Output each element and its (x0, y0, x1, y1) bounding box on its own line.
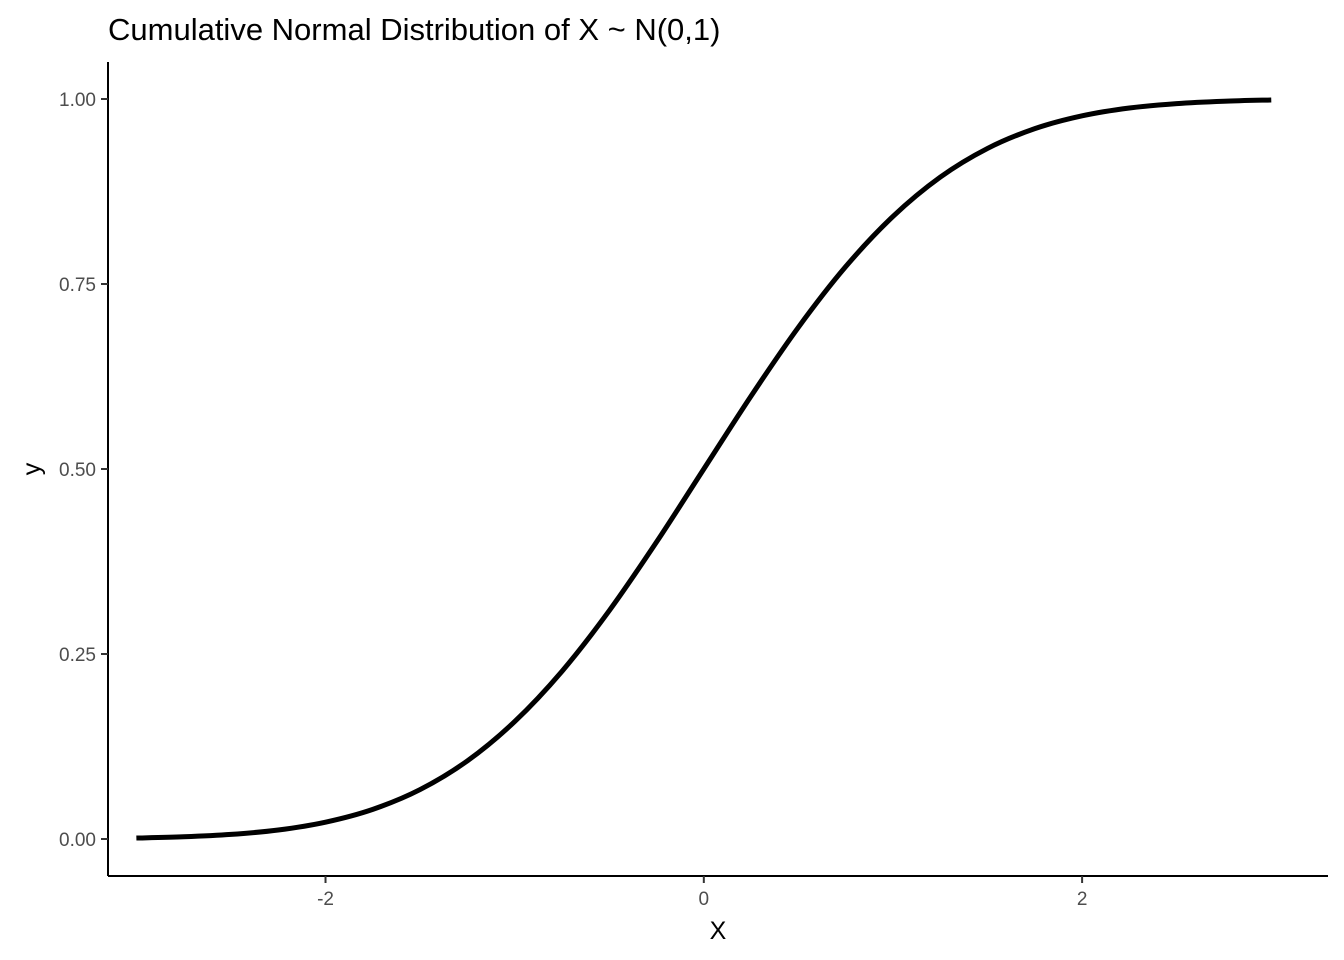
x-axis-ticks: -2 0 2 (317, 876, 1087, 910)
chart-title: Cumulative Normal Distribution of X ~ N(… (108, 12, 720, 47)
y-tick-label: 0.00 (59, 830, 96, 851)
x-tick-label: -2 (317, 889, 334, 910)
y-tick-label: 0.75 (59, 275, 96, 296)
x-axis-label: X (710, 917, 727, 945)
x-tick-label: 0 (699, 889, 710, 910)
y-tick-label: 1.00 (59, 90, 96, 111)
y-tick-label: 0.50 (59, 460, 96, 481)
x-tick-label: 2 (1077, 889, 1088, 910)
y-tick-label: 0.25 (59, 645, 96, 666)
plot-area (136, 97, 1272, 841)
y-axis-ticks: 0.00 0.25 0.50 0.75 1.00 (59, 90, 108, 851)
cdf-series-line (136, 97, 1272, 841)
y-axis-label: y (18, 462, 46, 475)
